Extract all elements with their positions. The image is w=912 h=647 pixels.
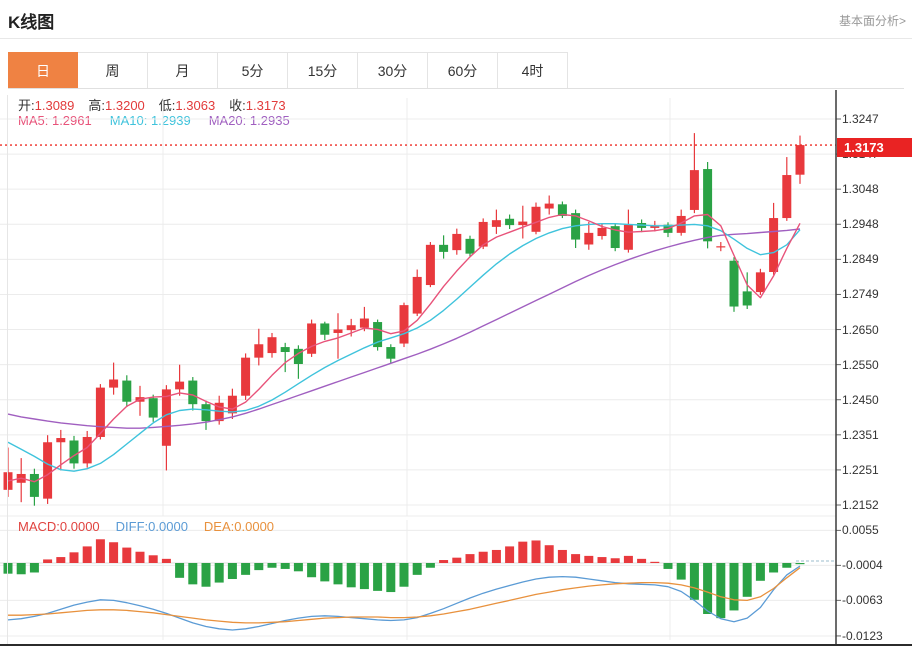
macd-tick-label: 0.0055 <box>842 523 879 538</box>
ma5-legend: MA5: 1.2961 <box>18 113 92 128</box>
price-tick-label: 1.2450 <box>842 392 879 407</box>
fundamental-analysis-link[interactable]: 基本面分析> <box>838 14 906 28</box>
price-tick-label: 1.3247 <box>842 112 879 126</box>
price-tick-label: 1.2251 <box>842 462 879 477</box>
macd-legend: MACD:0.0000 DIFF:0.0000 DEA:0.0000 <box>18 519 274 534</box>
tab-30min[interactable]: 30分 <box>358 52 428 88</box>
header-divider <box>0 38 912 39</box>
tab-week[interactable]: 周 <box>78 52 148 88</box>
open-value: 1.3089 <box>34 98 75 113</box>
ma-legend: MA5: 1.2961 MA10: 1.2939 MA20: 1.2935 <box>18 113 290 128</box>
current-price-tag: 1.3173 <box>837 138 912 157</box>
page-title: K线图 <box>8 13 55 32</box>
price-tick-label: 1.2650 <box>842 322 879 337</box>
open-label: 开: <box>18 98 35 113</box>
price-tick-label: 1.3048 <box>842 182 879 197</box>
price-tick-label: 1.2749 <box>842 287 879 302</box>
price-tick-label: 1.2152 <box>842 498 879 512</box>
tab-15min[interactable]: 15分 <box>288 52 358 88</box>
macd-tick-label: -0.0123 <box>842 628 883 643</box>
tab-month[interactable]: 月 <box>148 52 218 88</box>
close-value: 1.3173 <box>245 98 286 113</box>
macd-chart[interactable] <box>0 520 912 644</box>
ma20-legend: MA20: 1.2935 <box>208 113 290 128</box>
low-value: 1.3063 <box>175 98 216 113</box>
high-label: 高: <box>88 98 106 113</box>
close-label: 收: <box>229 98 246 113</box>
tab-60min[interactable]: 60分 <box>428 52 498 88</box>
chart-bottom-border <box>0 644 912 646</box>
candlestick-chart[interactable] <box>0 90 912 520</box>
dea-value-legend: DEA:0.0000 <box>203 519 275 534</box>
price-tick-label: 1.2550 <box>842 357 879 372</box>
period-tabbar: 日 周 月 5分 15分 30分 60分 4时 <box>8 52 904 89</box>
price-tick-label: 1.2351 <box>842 427 879 442</box>
price-tick-label: 1.2849 <box>842 252 879 267</box>
tab-4hour[interactable]: 4时 <box>498 52 568 88</box>
tab-5min[interactable]: 5分 <box>218 52 288 88</box>
chart-left-border <box>7 95 8 644</box>
ohlc-legend: 开:1.3089 高:1.3200 低:1.3063 收:1.3173 <box>18 95 286 114</box>
macd-tick-label: -0.0004 <box>842 558 883 573</box>
macd-value-legend: MACD:0.0000 <box>18 519 100 534</box>
diff-value-legend: DIFF:0.0000 <box>115 519 188 534</box>
ma10-legend: MA10: 1.2939 <box>109 113 191 128</box>
tab-day[interactable]: 日 <box>8 52 78 88</box>
price-tick-label: 1.2948 <box>842 217 879 232</box>
macd-tick-label: -0.0063 <box>842 593 883 608</box>
high-value: 1.3200 <box>105 98 145 113</box>
